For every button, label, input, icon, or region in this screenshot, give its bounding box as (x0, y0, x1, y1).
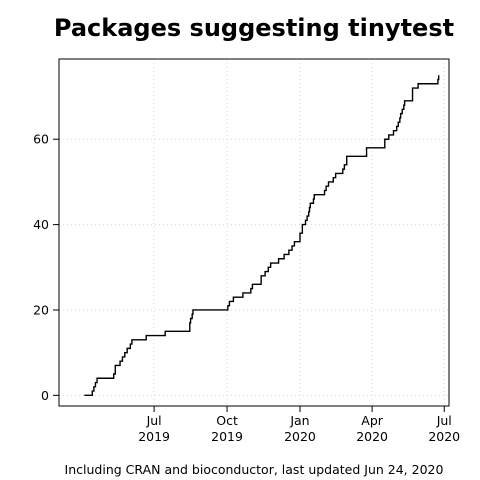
y-tick-label: 40 (33, 217, 49, 232)
x-tick-label-month: Jan (289, 413, 309, 428)
x-tick-label-year: 2020 (356, 429, 388, 444)
x-tick-label-month: Apr (361, 413, 383, 428)
series-line-packages (84, 75, 440, 397)
y-tick-label: 20 (33, 302, 49, 317)
chart-caption: Including CRAN and bioconductor, last up… (64, 462, 444, 477)
y-tick-label: 60 (33, 132, 49, 147)
grid-lines (59, 59, 449, 406)
x-tick-label-year: 2020 (284, 429, 316, 444)
x-tick-label-month: Oct (216, 413, 238, 428)
x-tick-label-year: 2019 (138, 429, 170, 444)
x-tick-label-month: Jul (146, 413, 162, 428)
x-tick-label-month: Jul (436, 413, 452, 428)
axes: 0204060Jul2019Oct2019Jan2020Apr2020Jul20… (33, 132, 460, 444)
y-tick-label: 0 (41, 388, 49, 403)
x-tick-label-year: 2020 (428, 429, 460, 444)
chart-title: Packages suggesting tinytest (53, 14, 455, 42)
plot-frame (58, 58, 450, 407)
x-tick-label-year: 2019 (211, 429, 243, 444)
